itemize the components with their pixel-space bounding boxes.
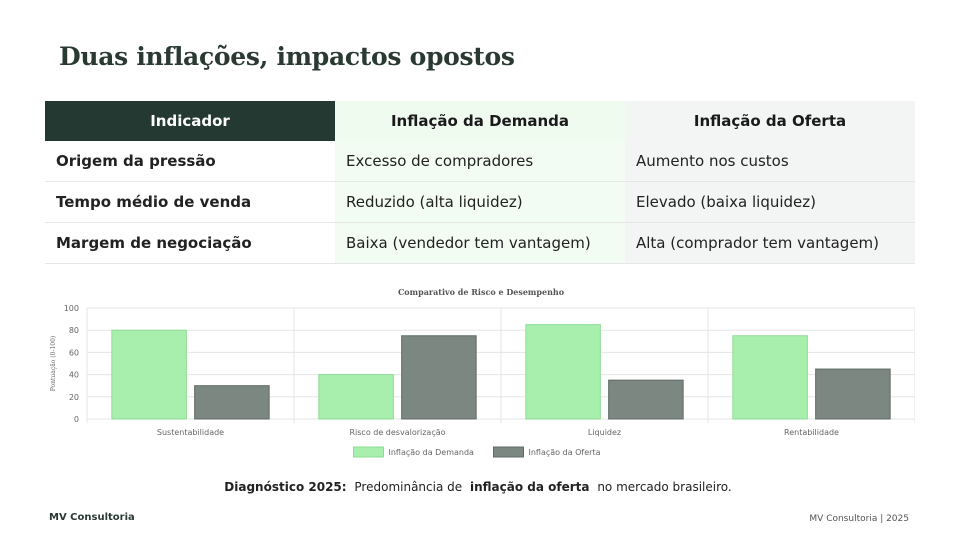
- table-row: Tempo médio de venda Reduzido (alta liqu…: [45, 181, 915, 223]
- y-tick-label: 60: [69, 348, 79, 357]
- y-tick-label: 40: [69, 371, 79, 380]
- y-tick-label: 80: [69, 326, 79, 335]
- y-tick-label: 20: [69, 393, 79, 402]
- row-supply-value: Alta (comprador tem vantagem): [625, 222, 915, 264]
- diagnostic-line: Diagnóstico 2025: Predominância de infla…: [0, 480, 960, 494]
- bar: [525, 324, 601, 420]
- x-tick-label: Sustentabilidade: [157, 428, 224, 437]
- y-tick-label: 100: [64, 304, 79, 313]
- bar-chart: Comparativo de Risco e Desempenho Pontuaç…: [50, 287, 915, 458]
- header-inflacao-demanda: Inflação da Demanda: [335, 101, 625, 141]
- header-inflacao-oferta: Inflação da Oferta: [625, 101, 915, 141]
- diagnostic-highlight: inflação da oferta: [469, 480, 590, 494]
- x-tick-label: Rentabilidade: [784, 428, 839, 437]
- chart-title: Comparativo de Risco e Desempenho: [398, 287, 565, 297]
- x-tick-label: Liquidez: [588, 428, 621, 437]
- bar: [194, 385, 270, 420]
- diagnostic-label: Diagnóstico 2025:: [224, 480, 347, 494]
- comparison-table: Indicador Inflação da Demanda Inflação d…: [45, 101, 915, 264]
- diagnostic-prefix: Predominância de: [354, 480, 463, 494]
- bar: [815, 368, 891, 420]
- bar: [318, 374, 394, 420]
- table-header-row: Indicador Inflação da Demanda Inflação d…: [45, 101, 915, 141]
- x-tick-label: Risco de desvalorização: [349, 428, 445, 437]
- header-indicador: Indicador: [45, 101, 335, 141]
- row-demand-value: Baixa (vendedor tem vantagem): [335, 222, 625, 264]
- bar: [608, 379, 684, 420]
- footer-credit: MV Consultoria | 2025: [809, 514, 909, 524]
- bar: [732, 335, 808, 420]
- y-tick-label: 0: [74, 415, 79, 424]
- legend-swatch: [493, 446, 524, 458]
- row-indicator: Origem da pressão: [45, 141, 335, 182]
- row-demand-value: Excesso de compradores: [335, 141, 625, 182]
- y-axis-label: Pontuação (0-100): [50, 336, 57, 392]
- legend-swatch: [353, 446, 384, 458]
- table-row: Margem de negociação Baixa (vendedor tem…: [45, 222, 915, 264]
- row-demand-value: Reduzido (alta liquidez): [335, 181, 625, 223]
- diagnostic-suffix: no mercado brasileiro.: [597, 480, 732, 494]
- row-supply-value: Elevado (baixa liquidez): [625, 181, 915, 223]
- row-indicator: Tempo médio de venda: [45, 181, 335, 223]
- legend-label: Inflação da Demanda: [389, 448, 475, 457]
- row-supply-value: Aumento nos custos: [625, 141, 915, 182]
- table-row: Origem da pressão Excesso de compradores…: [45, 141, 915, 182]
- footer-brand: MV Consultoria: [49, 512, 135, 523]
- bar: [111, 329, 187, 420]
- row-indicator: Margem de negociação: [45, 222, 335, 264]
- page-title: Duas inflações, impactos opostos: [59, 42, 515, 71]
- legend-label: Inflação da Oferta: [529, 448, 601, 457]
- bar: [401, 335, 477, 420]
